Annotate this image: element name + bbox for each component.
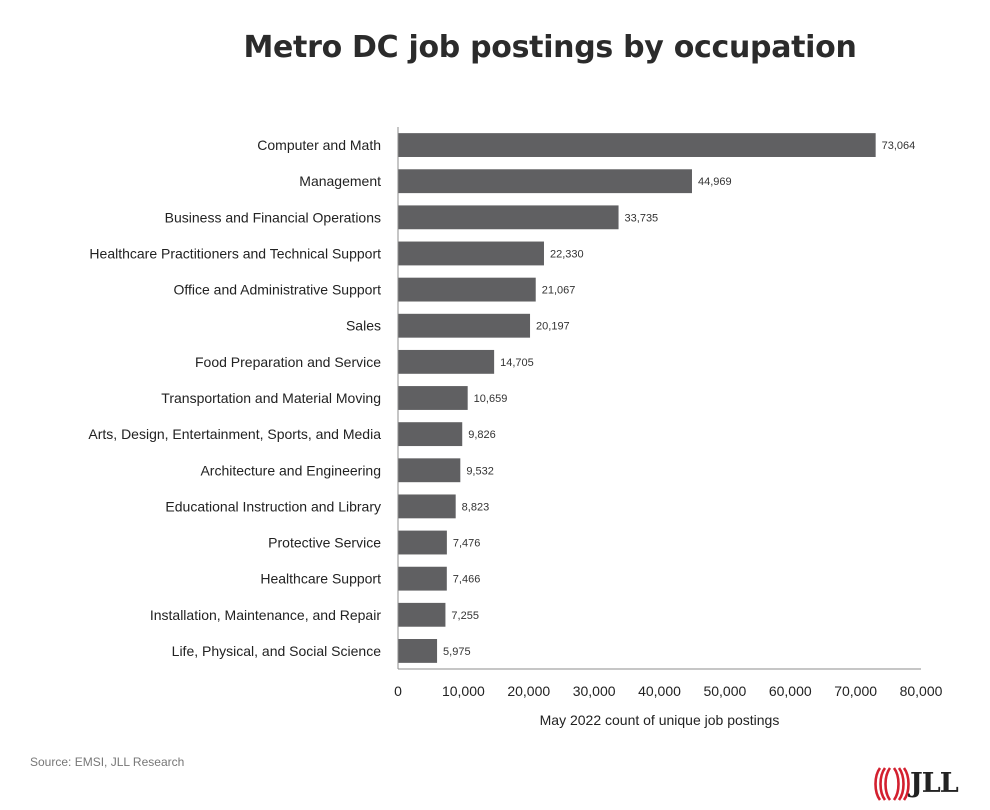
data-label: 8,823 (462, 501, 490, 513)
bar-chart: 73,064 44,969 33,735 22,330 21,067 20,197 14,7… (88, 127, 943, 728)
axis-layer: Computer and Math Management Business and … (88, 127, 943, 728)
category-label: Installation, Maintenance, and Repair (150, 607, 381, 623)
data-label: 9,532 (466, 465, 494, 477)
category-label: Transportation and Material Moving (161, 390, 381, 406)
x-tick-label: 50,000 (703, 683, 746, 699)
source-note: Source: EMSI, JLL Research (30, 755, 185, 769)
jll-logo: JLL (872, 764, 982, 804)
data-label: 21,067 (542, 285, 576, 297)
category-label: Architecture and Engineering (200, 462, 381, 478)
bar (398, 494, 456, 519)
x-tick-label: 20,000 (507, 683, 550, 699)
x-tick-label: 80,000 (900, 683, 943, 699)
category-label: Sales (346, 318, 381, 334)
bar (398, 422, 463, 447)
bar (398, 277, 536, 302)
x-tick-label: 60,000 (769, 683, 812, 699)
x-axis-label: May 2022 count of unique job postings (540, 712, 780, 728)
x-tick-label: 30,000 (573, 683, 616, 699)
bar (398, 458, 461, 483)
category-label: Computer and Math (257, 137, 381, 153)
category-label: Protective Service (268, 535, 381, 551)
category-label: Management (299, 173, 381, 189)
category-label: Food Preparation and Service (195, 354, 381, 370)
category-label: Life, Physical, and Social Science (172, 643, 382, 659)
bar (398, 241, 544, 266)
data-label: 33,735 (625, 212, 659, 224)
bar (398, 169, 692, 194)
bar (398, 602, 446, 627)
logo-text: JLL (910, 768, 959, 799)
data-label: 5,975 (443, 646, 471, 658)
data-label: 7,476 (453, 538, 481, 550)
data-label: 7,466 (453, 574, 481, 586)
bar (398, 639, 438, 663)
x-tick-label: 10,000 (442, 683, 485, 699)
data-label: 73,064 (882, 140, 916, 152)
bar (398, 530, 447, 555)
category-label: Healthcare Support (260, 571, 381, 587)
category-label: Healthcare Practitioners and Technical S… (89, 245, 381, 261)
category-label: Educational Instruction and Library (165, 498, 381, 514)
data-label: 22,330 (550, 248, 584, 260)
bar (398, 313, 531, 338)
chart-title: Metro DC job postings by occupation (243, 30, 857, 65)
category-label: Office and Administrative Support (173, 282, 381, 298)
category-label: Arts, Design, Entertainment, Sports, and… (88, 426, 381, 442)
data-label: 9,826 (468, 429, 496, 441)
bar (398, 205, 619, 230)
data-label: 14,705 (500, 357, 534, 369)
data-label: 44,969 (698, 176, 732, 188)
bar (398, 349, 495, 374)
x-tick-label: 0 (394, 683, 402, 699)
bars-layer: 73,064 44,969 33,735 22,330 21,067 20,197 14,7… (398, 133, 915, 663)
data-label: 7,255 (451, 610, 479, 622)
data-label: 20,197 (536, 321, 570, 333)
category-label: Business and Financial Operations (165, 209, 381, 225)
bar (398, 133, 876, 157)
x-tick-label: 40,000 (638, 683, 681, 699)
data-label: 10,659 (474, 393, 508, 405)
jll-logo-mark-icon (874, 767, 910, 801)
x-tick-label: 70,000 (834, 683, 877, 699)
bar (398, 386, 468, 410)
bar (398, 566, 447, 591)
